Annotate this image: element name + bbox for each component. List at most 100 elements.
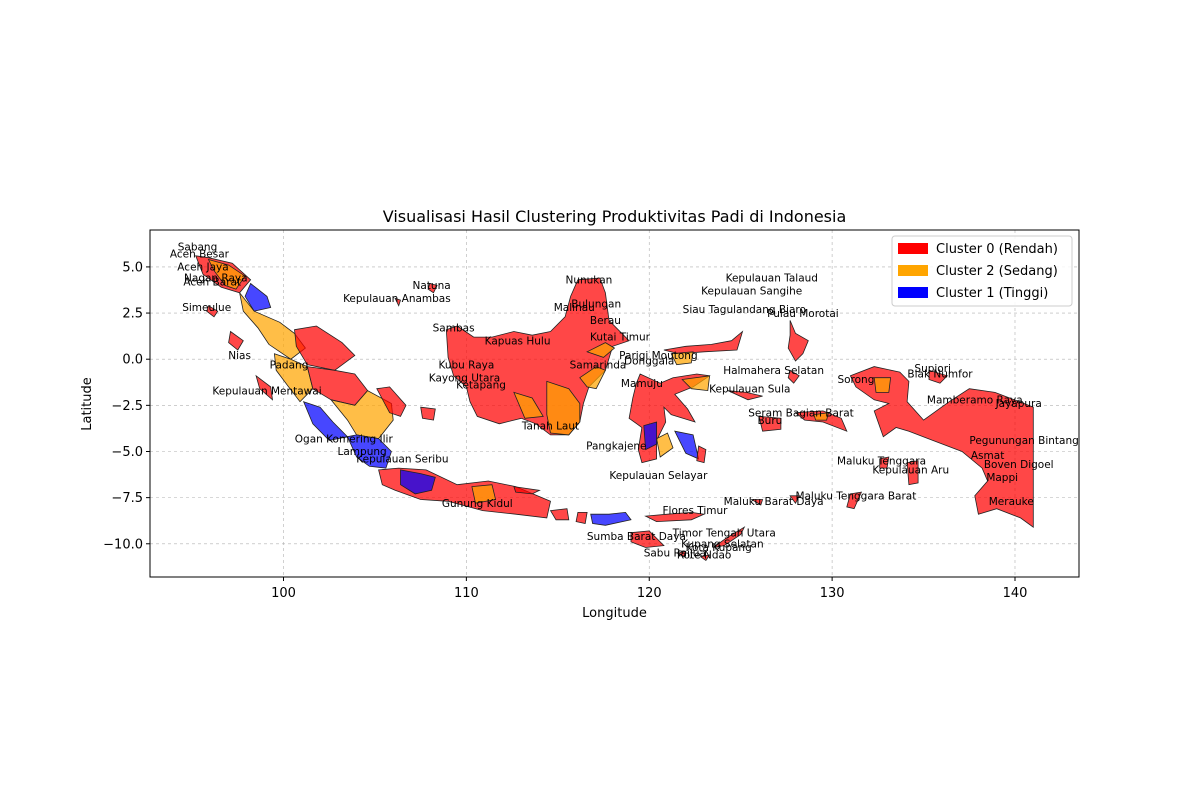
- region-cluster-1: [244, 282, 272, 312]
- region-cluster-2: [670, 351, 694, 366]
- legend-box: [891, 235, 1073, 307]
- region-label: Kota Kupang: [686, 542, 752, 554]
- region-label: Kapuas Hulu: [485, 335, 551, 347]
- region-label: Kepulauan Sula: [709, 383, 790, 395]
- region-cluster-0: [794, 410, 848, 432]
- region-label: Kubu Raya: [438, 359, 494, 371]
- region-cluster-2: [513, 391, 544, 419]
- y-tick-label: 0.0: [122, 353, 143, 368]
- region-label: Gunung Kidul: [442, 498, 513, 510]
- region-cluster-2: [207, 258, 246, 290]
- region-label: Kupang Selatan: [681, 539, 763, 551]
- region-label: Aceh Besar: [170, 249, 230, 261]
- region-cluster-0: [750, 499, 764, 506]
- legend: Cluster 0 (Rendah) Cluster 2 (Sedang) Cl…: [891, 235, 1073, 307]
- region-cluster-1: [346, 434, 392, 469]
- region-label: Aceh Barat: [183, 276, 241, 288]
- region-label: Timor Tengah Utara: [672, 527, 776, 539]
- region-label: Sabu Raijua: [644, 548, 706, 560]
- region-cluster-0: [206, 305, 219, 318]
- region-label: Lampung: [338, 446, 387, 458]
- region-cluster-0: [630, 530, 665, 548]
- region-label: Parigi Moutong: [619, 350, 697, 362]
- region-label: Jayapura: [995, 398, 1042, 410]
- region-label: Mamberamo Raya: [927, 395, 1023, 407]
- y-axis-label: Latitude: [80, 377, 95, 431]
- region-label: Asmat: [971, 450, 1004, 462]
- region-cluster-0: [644, 511, 706, 523]
- region-label: Kepulauan Sangihe: [701, 286, 802, 298]
- legend-swatch-cluster-1: [898, 287, 928, 298]
- region-cluster-0: [294, 325, 356, 371]
- region-cluster-2: [239, 292, 306, 360]
- region-label: Buru: [757, 415, 782, 427]
- region-label: Kepulauan Selayar: [609, 470, 708, 482]
- region-cluster-0: [677, 550, 687, 558]
- y-tick-label: −7.5: [111, 491, 143, 506]
- region-cluster-0: [787, 369, 800, 384]
- y-tick-label: −2.5: [111, 399, 143, 414]
- region-label: Merauke: [989, 496, 1034, 508]
- x-tick-label: 120: [637, 586, 662, 601]
- y-tick-label: 2.5: [122, 307, 143, 322]
- legend-label-cluster-2: Cluster 2 (Sedang): [936, 264, 1058, 279]
- region-cluster-0: [255, 374, 274, 401]
- region-label: Seram Bagian Barat: [748, 407, 854, 419]
- region-label: Biak Numfor: [907, 369, 973, 381]
- region-label: Tanah Laut: [521, 420, 579, 432]
- region-label: Boven Digoel: [984, 459, 1054, 471]
- region-cluster-0: [879, 456, 890, 469]
- region-label: Sumba Barat Daya: [587, 531, 686, 543]
- region-cluster-2: [546, 380, 581, 436]
- region-cluster-0: [394, 297, 402, 307]
- region-cluster-2: [656, 432, 674, 458]
- legend-label-cluster-0: Cluster 0 (Rendah): [936, 242, 1058, 257]
- region-label: Mamuju: [621, 378, 663, 390]
- region-polygons: [195, 255, 1034, 561]
- x-tick-label: 130: [820, 586, 845, 601]
- region-label: Sorong: [837, 374, 874, 386]
- x-tick-label: 100: [271, 586, 296, 601]
- region-label: Nunukan: [565, 275, 612, 287]
- region-label: Kayong Utara: [429, 372, 500, 384]
- region-label: Nias: [228, 350, 251, 362]
- region-cluster-2: [813, 412, 830, 421]
- region-label: Sambas: [433, 323, 475, 335]
- region-cluster-2: [273, 353, 314, 403]
- region-cluster-0: [906, 460, 919, 486]
- region-label: Samarinda: [570, 359, 627, 371]
- region-cluster-0: [758, 415, 782, 432]
- x-tick-label: 140: [1003, 586, 1028, 601]
- region-cluster-1: [590, 511, 632, 526]
- region-label: Sabang: [178, 241, 218, 253]
- region-label: Aceh Jaya: [177, 262, 228, 274]
- region-label: Maluku Tenggara: [837, 455, 926, 467]
- x-axis-ticks: 100 110 120 130 140: [271, 577, 1027, 601]
- region-label: Berau: [590, 315, 621, 327]
- y-tick-label: −10.0: [103, 537, 143, 552]
- region-cluster-0: [846, 491, 863, 510]
- region-cluster-0: [928, 369, 949, 384]
- region-label: Ogan Komering Ilir: [295, 433, 394, 445]
- region-label: Kepulauan Mentawai: [212, 385, 321, 397]
- region-cluster-0: [787, 320, 809, 362]
- region-label: Padang: [270, 359, 309, 371]
- chart-title: Visualisasi Hasil Clustering Produktivit…: [383, 207, 847, 226]
- region-label: Kepulauan Talaud: [726, 273, 818, 285]
- y-tick-label: 5.0: [122, 260, 143, 275]
- region-label: Kepulauan Aru: [872, 465, 949, 477]
- legend-swatch-cluster-2: [898, 265, 928, 276]
- region-label: Supiori: [914, 363, 951, 375]
- region-label: Nagan Raya: [184, 273, 248, 285]
- region-label: Pangkajene: [586, 441, 646, 453]
- region-label: Ketapang: [456, 380, 506, 392]
- region-label: Donggala: [624, 356, 674, 368]
- region-cluster-0: [696, 445, 707, 464]
- region-cluster-0: [445, 277, 630, 436]
- region-label: Siau Tagulandang Biaro: [683, 304, 806, 316]
- region-cluster-2: [579, 366, 606, 390]
- region-cluster-2: [873, 377, 892, 393]
